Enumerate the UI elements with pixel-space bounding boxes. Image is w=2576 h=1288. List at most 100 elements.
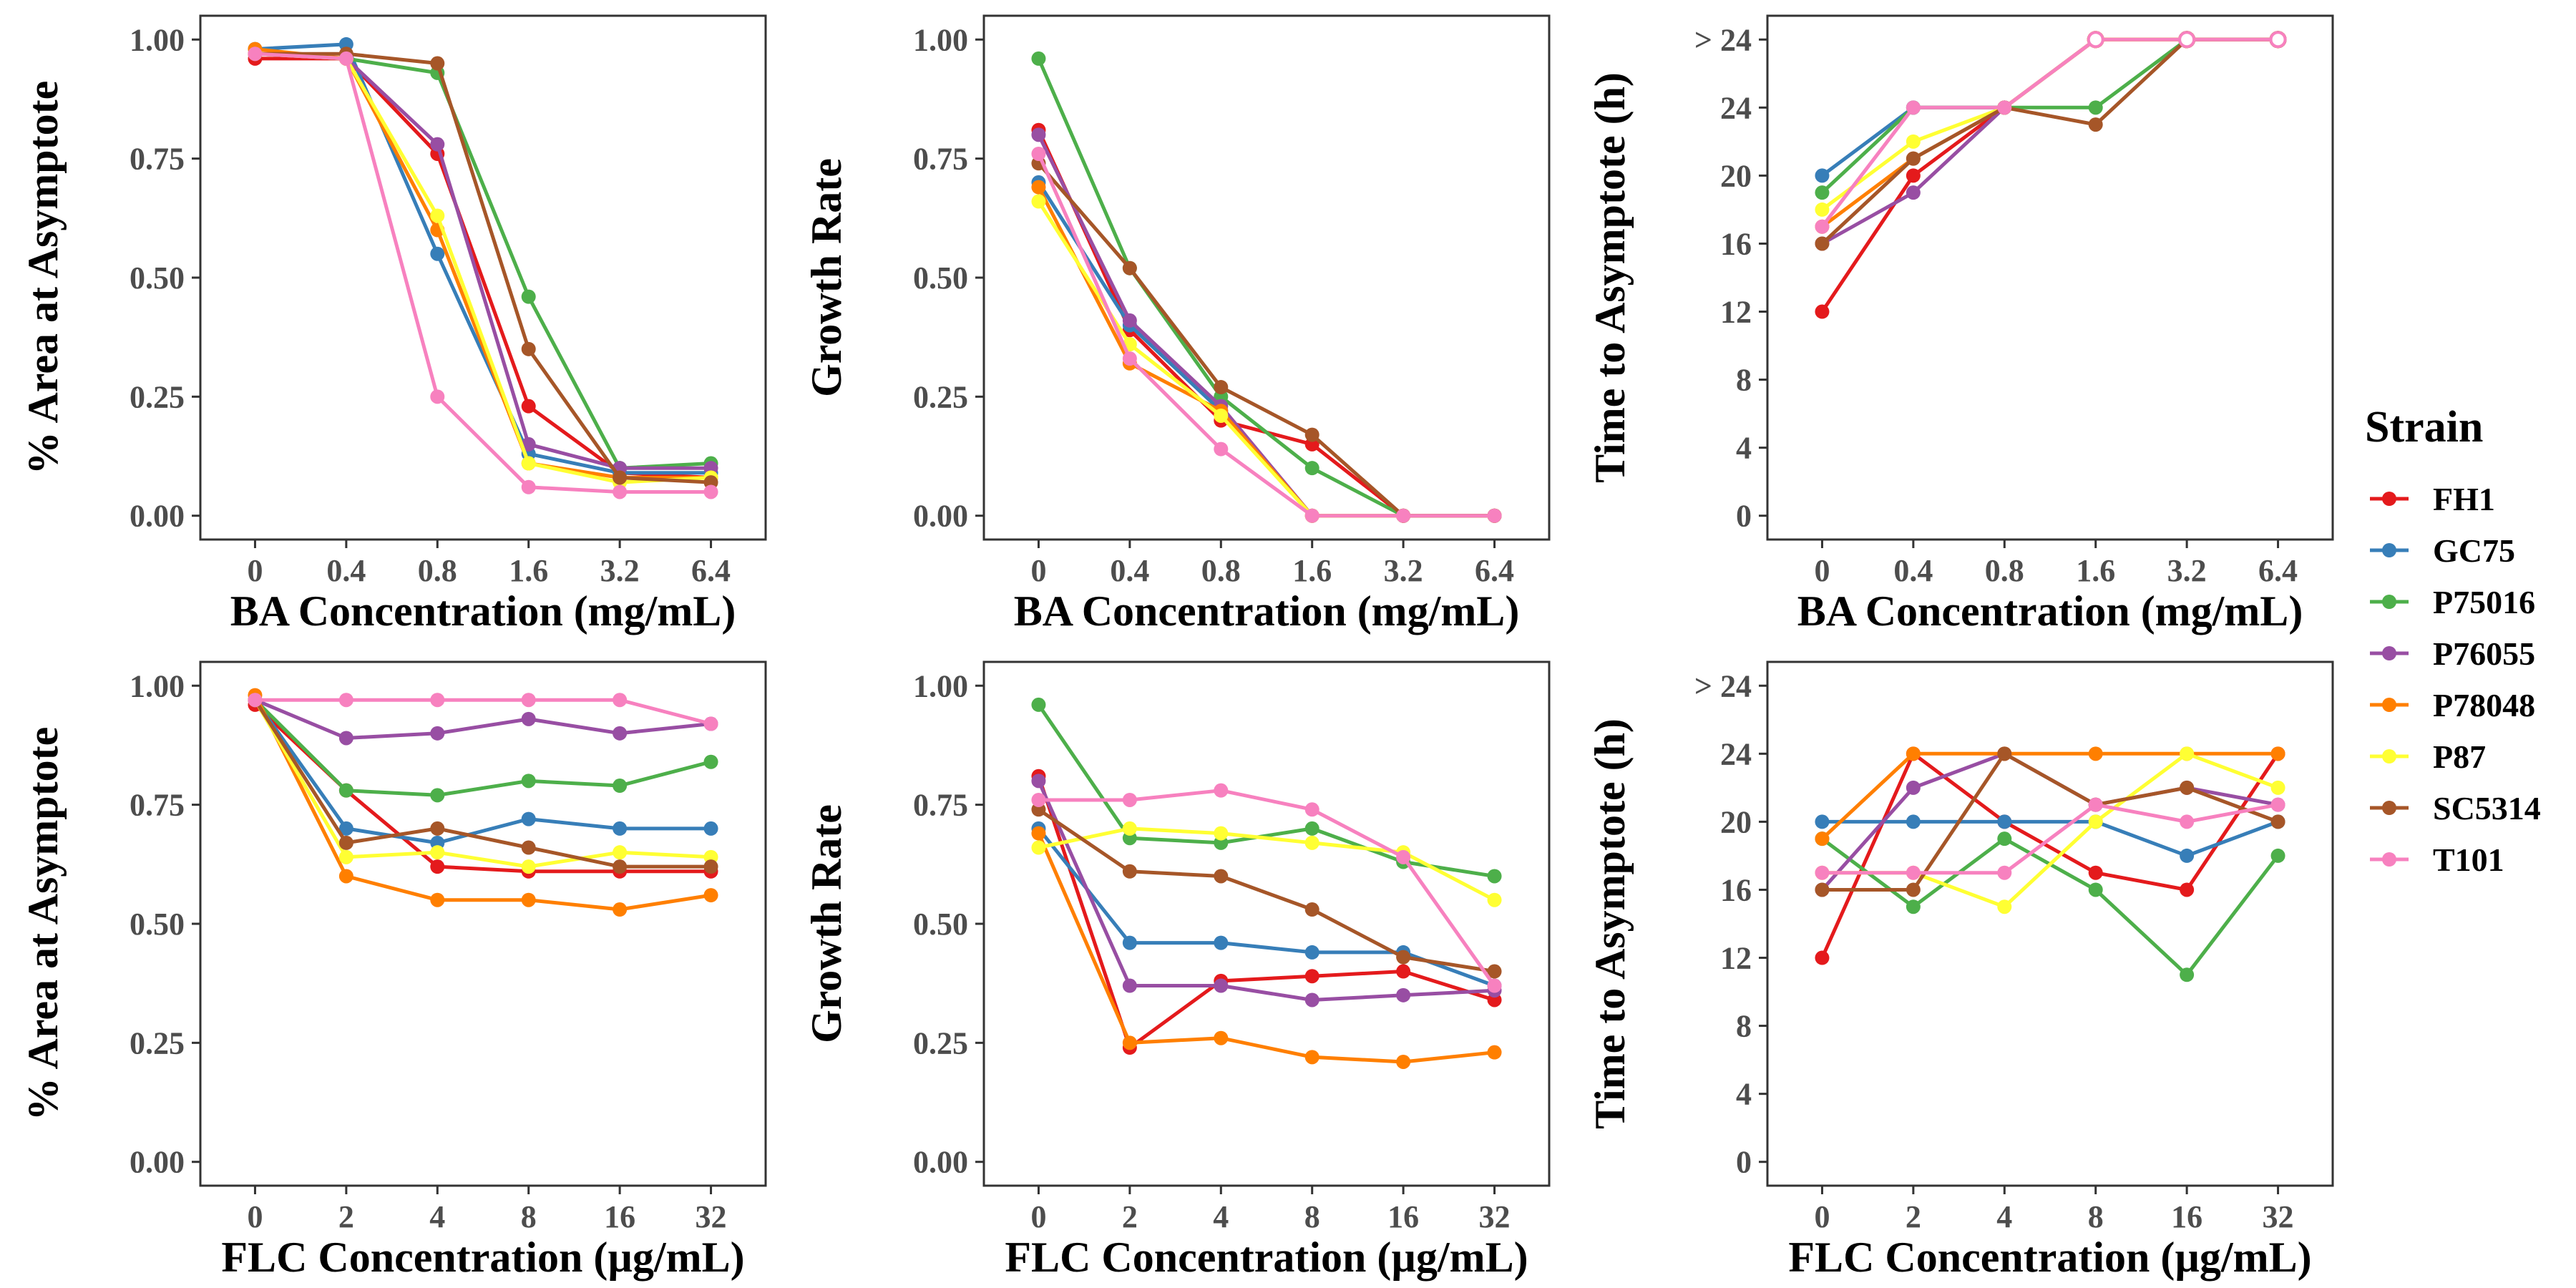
series-line <box>1821 836 2280 977</box>
series-line <box>1037 200 1495 518</box>
data-point <box>2088 814 2103 829</box>
data-point <box>521 811 536 826</box>
y-tick-label: 24 <box>1720 90 1752 125</box>
y-tick-label: 0.00 <box>913 1145 968 1180</box>
y-tick-label: 0.25 <box>130 1025 185 1060</box>
x-tick-label: 3.2 <box>600 553 640 588</box>
y-tick-label: 0.50 <box>130 907 185 942</box>
legend-key-point <box>2382 646 2396 660</box>
data-point <box>2180 967 2195 982</box>
y-tick-label: 20 <box>1720 158 1752 193</box>
legend-key-point <box>2382 492 2396 506</box>
x-tick-label: 1.6 <box>1292 553 1332 588</box>
y-tick-label: 0 <box>1736 1145 1752 1180</box>
legend-label: SC5314 <box>2433 790 2541 826</box>
series-GC75 <box>1031 175 1502 523</box>
series-FH1 <box>248 51 718 485</box>
legend-label: GC75 <box>2433 532 2515 569</box>
data-point <box>430 845 445 860</box>
y-axis-title: Growth Rate <box>803 158 850 397</box>
series-line <box>255 52 711 494</box>
y-tick-label: 4 <box>1736 431 1752 466</box>
data-point <box>430 859 445 874</box>
data-point <box>703 821 718 836</box>
data-point <box>430 208 445 223</box>
data-point <box>1304 902 1319 917</box>
data-point <box>613 902 628 917</box>
y-tick-label: > 24 <box>1694 668 1752 703</box>
series-SC5314 <box>248 47 718 490</box>
data-point <box>613 845 628 860</box>
data-point <box>521 859 536 874</box>
x-axis-title: FLC Concentration (µg/mL) <box>1788 1234 2311 1281</box>
series-line <box>1821 37 2278 228</box>
series-line <box>1037 134 1495 518</box>
y-axis-title: Growth Rate <box>803 804 850 1043</box>
legend-item-T101: T101 <box>2370 841 2504 878</box>
data-point <box>1214 869 1229 884</box>
y-tick-label: 0.75 <box>913 788 968 823</box>
series-P87 <box>248 47 718 490</box>
data-point <box>2270 848 2285 863</box>
series-GC75 <box>248 693 718 850</box>
series-T101 <box>248 693 718 731</box>
data-point <box>1906 746 1921 761</box>
series-P75016 <box>1815 831 2285 982</box>
data-point <box>1214 380 1229 395</box>
data-point <box>2180 780 2195 795</box>
legend-title: Strain <box>2365 403 2483 452</box>
data-point <box>703 484 718 499</box>
data-point <box>1122 821 1137 836</box>
data-point <box>1815 814 1830 829</box>
y-tick-label: 8 <box>1736 1009 1752 1044</box>
data-point <box>1815 236 1830 251</box>
y-axis-title: Time to Asymptote (h) <box>1586 72 1634 483</box>
series-line <box>253 698 712 797</box>
x-tick-label: 16 <box>1387 1199 1419 1234</box>
series-SC5314 <box>248 693 718 874</box>
data-point <box>338 783 353 798</box>
plot-frame <box>1766 14 2334 541</box>
data-point <box>613 693 628 708</box>
data-point <box>1031 826 1046 841</box>
data-point <box>2180 746 2195 761</box>
x-tick-label: 0 <box>1814 553 1830 588</box>
series-T101 <box>1815 31 2287 234</box>
data-point <box>338 731 353 746</box>
series-line <box>1820 751 2278 841</box>
x-tick-label: 16 <box>2171 1199 2202 1234</box>
y-tick-label: 0.75 <box>130 142 185 177</box>
y-tick-label: 0.25 <box>913 379 968 414</box>
data-point <box>1122 935 1137 950</box>
x-tick-label: 2 <box>1122 1199 1138 1234</box>
data-point <box>1487 869 1502 884</box>
data-point <box>2088 117 2103 132</box>
data-point <box>1304 992 1319 1008</box>
data-point <box>2178 31 2196 49</box>
legend-key-point <box>2382 698 2396 712</box>
data-point <box>1396 508 1411 523</box>
data-point <box>1906 882 1921 897</box>
y-tick-label: 0.00 <box>130 499 185 534</box>
series-P75016 <box>248 693 718 803</box>
data-point <box>521 479 536 494</box>
x-tick-label: 0 <box>1030 553 1046 588</box>
data-point <box>1487 1045 1502 1060</box>
data-point <box>248 693 263 708</box>
legend-key-point <box>2382 595 2396 609</box>
data-point <box>1997 814 2012 829</box>
data-point <box>1304 461 1319 476</box>
x-tick-label: 6.4 <box>1475 553 1514 588</box>
data-point <box>613 779 628 794</box>
x-tick-label: 6.4 <box>2258 553 2298 588</box>
data-point <box>338 869 353 884</box>
x-tick-label: 0.8 <box>1201 553 1241 588</box>
data-point <box>521 774 536 789</box>
series-line <box>255 52 711 470</box>
data-point <box>430 693 445 708</box>
series-GC75 <box>248 36 718 480</box>
data-point <box>1815 950 1830 965</box>
